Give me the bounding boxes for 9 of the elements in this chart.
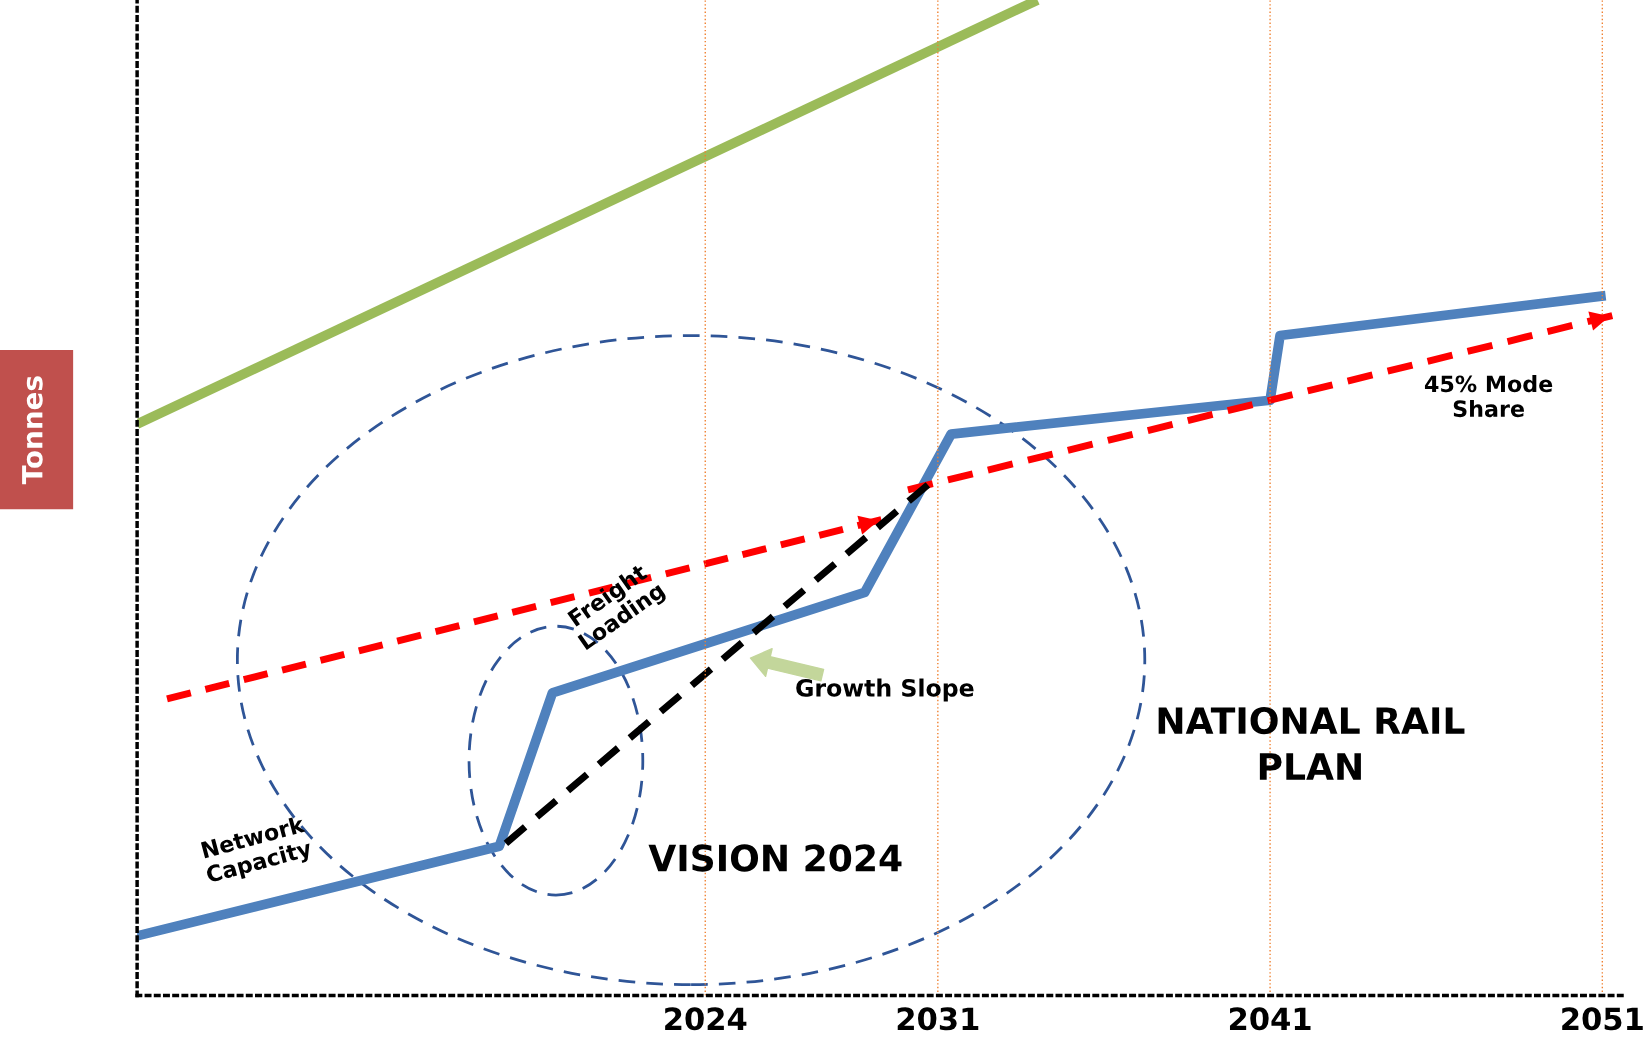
x-tick-label: 2051	[1562, 1007, 1643, 1031]
annotation: VISION 2024	[648, 844, 902, 872]
x-tick-label: 2031	[897, 1007, 979, 1031]
x-tick-label: 2024	[665, 1007, 747, 1031]
x-tick-label: 2041	[1229, 1007, 1311, 1031]
annotation: Growth Slope	[796, 678, 974, 702]
annotation: 45% Mode Share	[1424, 375, 1553, 418]
annotation: NATIONAL RAIL PLAN	[1158, 706, 1465, 780]
y-axis-title: Tonnes	[22, 376, 43, 485]
